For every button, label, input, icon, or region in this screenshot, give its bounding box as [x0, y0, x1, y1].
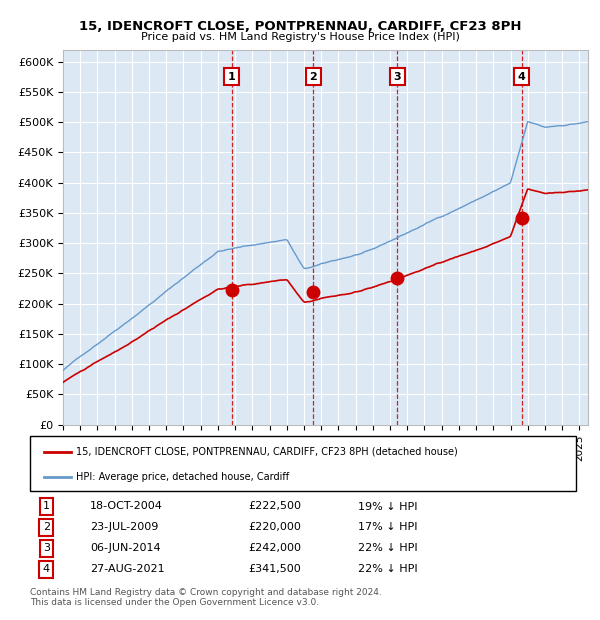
Text: £220,000: £220,000 — [248, 523, 301, 533]
Text: 2: 2 — [310, 72, 317, 82]
Text: 23-JUL-2009: 23-JUL-2009 — [90, 523, 158, 533]
FancyBboxPatch shape — [30, 436, 576, 491]
Text: 15, IDENCROFT CLOSE, PONTPRENNAU, CARDIFF, CF23 8PH (detached house): 15, IDENCROFT CLOSE, PONTPRENNAU, CARDIF… — [76, 447, 458, 457]
Text: 22% ↓ HPI: 22% ↓ HPI — [358, 543, 417, 554]
Text: 19% ↓ HPI: 19% ↓ HPI — [358, 502, 417, 512]
Text: 4: 4 — [518, 72, 526, 82]
Text: Contains HM Land Registry data © Crown copyright and database right 2024.
This d: Contains HM Land Registry data © Crown c… — [30, 588, 382, 607]
Text: 3: 3 — [43, 543, 50, 554]
Text: Price paid vs. HM Land Registry's House Price Index (HPI): Price paid vs. HM Land Registry's House … — [140, 32, 460, 42]
Text: £242,000: £242,000 — [248, 543, 301, 554]
Text: 22% ↓ HPI: 22% ↓ HPI — [358, 564, 417, 574]
Text: HPI: Average price, detached house, Cardiff: HPI: Average price, detached house, Card… — [76, 472, 290, 482]
Text: 1: 1 — [43, 502, 50, 512]
Text: 15, IDENCROFT CLOSE, PONTPRENNAU, CARDIFF, CF23 8PH: 15, IDENCROFT CLOSE, PONTPRENNAU, CARDIF… — [79, 20, 521, 33]
Text: £222,500: £222,500 — [248, 502, 301, 512]
Text: 2: 2 — [43, 523, 50, 533]
Text: 17% ↓ HPI: 17% ↓ HPI — [358, 523, 417, 533]
Text: 1: 1 — [227, 72, 235, 82]
Text: 27-AUG-2021: 27-AUG-2021 — [90, 564, 164, 574]
Text: 18-OCT-2004: 18-OCT-2004 — [90, 502, 163, 512]
Text: 06-JUN-2014: 06-JUN-2014 — [90, 543, 161, 554]
Text: £341,500: £341,500 — [248, 564, 301, 574]
Text: 4: 4 — [43, 564, 50, 574]
Text: 3: 3 — [394, 72, 401, 82]
